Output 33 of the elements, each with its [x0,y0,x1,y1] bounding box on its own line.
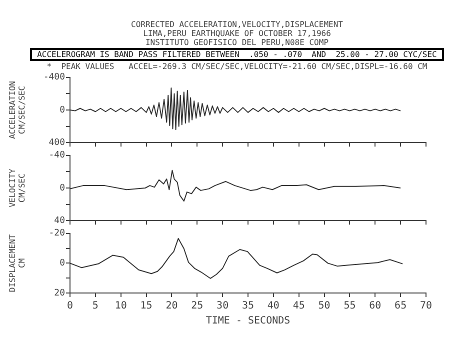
y-axis-title: VELOCITY CM/SEC [8,168,26,208]
text: * PEAK VALUES ACCEL=-269.3 CM/SEC/SEC,VELOCITY=-21.60 CM/SEC,DISPL=-16.60 CM [46,62,428,71]
x-tick-label: 65 [394,300,407,312]
y-tick-label: 20 [54,288,65,298]
y-tick-label: 400 [48,138,65,148]
x-tick-label: 15 [140,300,152,312]
y-tick-label: -20 [48,228,65,239]
x-tick-label: 50 [318,300,330,312]
y-tick-label: 0 [60,105,65,116]
y-tick-label: -40 [48,150,65,161]
x-tick-label: 70 [420,300,432,312]
x-axis-title: TIME - SECONDS [206,316,290,327]
text: ACCELEROGRAM IS BAND PASS FILTERED BETWEEN .050 - .070 AND 25.00 - 27.00 CYC/SEC [30,48,444,61]
y-tick-label: 0 [60,258,65,269]
chart-title: CORRECTED ACCELERATION,VELOCITY,DISPLACEMENT [130,20,344,29]
x-tick-label: 60 [369,300,382,312]
x-tick-label: 35 [242,300,254,312]
chart-subtitle: LIMA,PERU EARTHQUAKE OF OCTOBER 17,1966 [142,29,332,38]
x-tick-label: 45 [292,300,305,312]
text: INSTITUTO GEOFISICO DEL PERU,N08E COMP [144,38,330,47]
x-tick-label: 0 [66,300,74,312]
y-tick-label: 0 [60,183,65,194]
x-tick-label: 5 [92,300,98,312]
x-tick-label: 10 [114,300,127,312]
y-axis-title: DISPLACEMENT CM [8,234,26,292]
x-tick-label: 25 [191,300,204,312]
x-tick-label: 30 [216,300,229,312]
x-tick-label: 20 [166,300,178,312]
y-tick-label: 40 [54,216,65,226]
x-tick-label: 40 [267,300,280,312]
x-tick-label: 55 [344,300,356,312]
y-tick-label: -400 [43,72,65,83]
y-axis-title: ACCELERATION CM/SEC/SEC [8,80,26,139]
